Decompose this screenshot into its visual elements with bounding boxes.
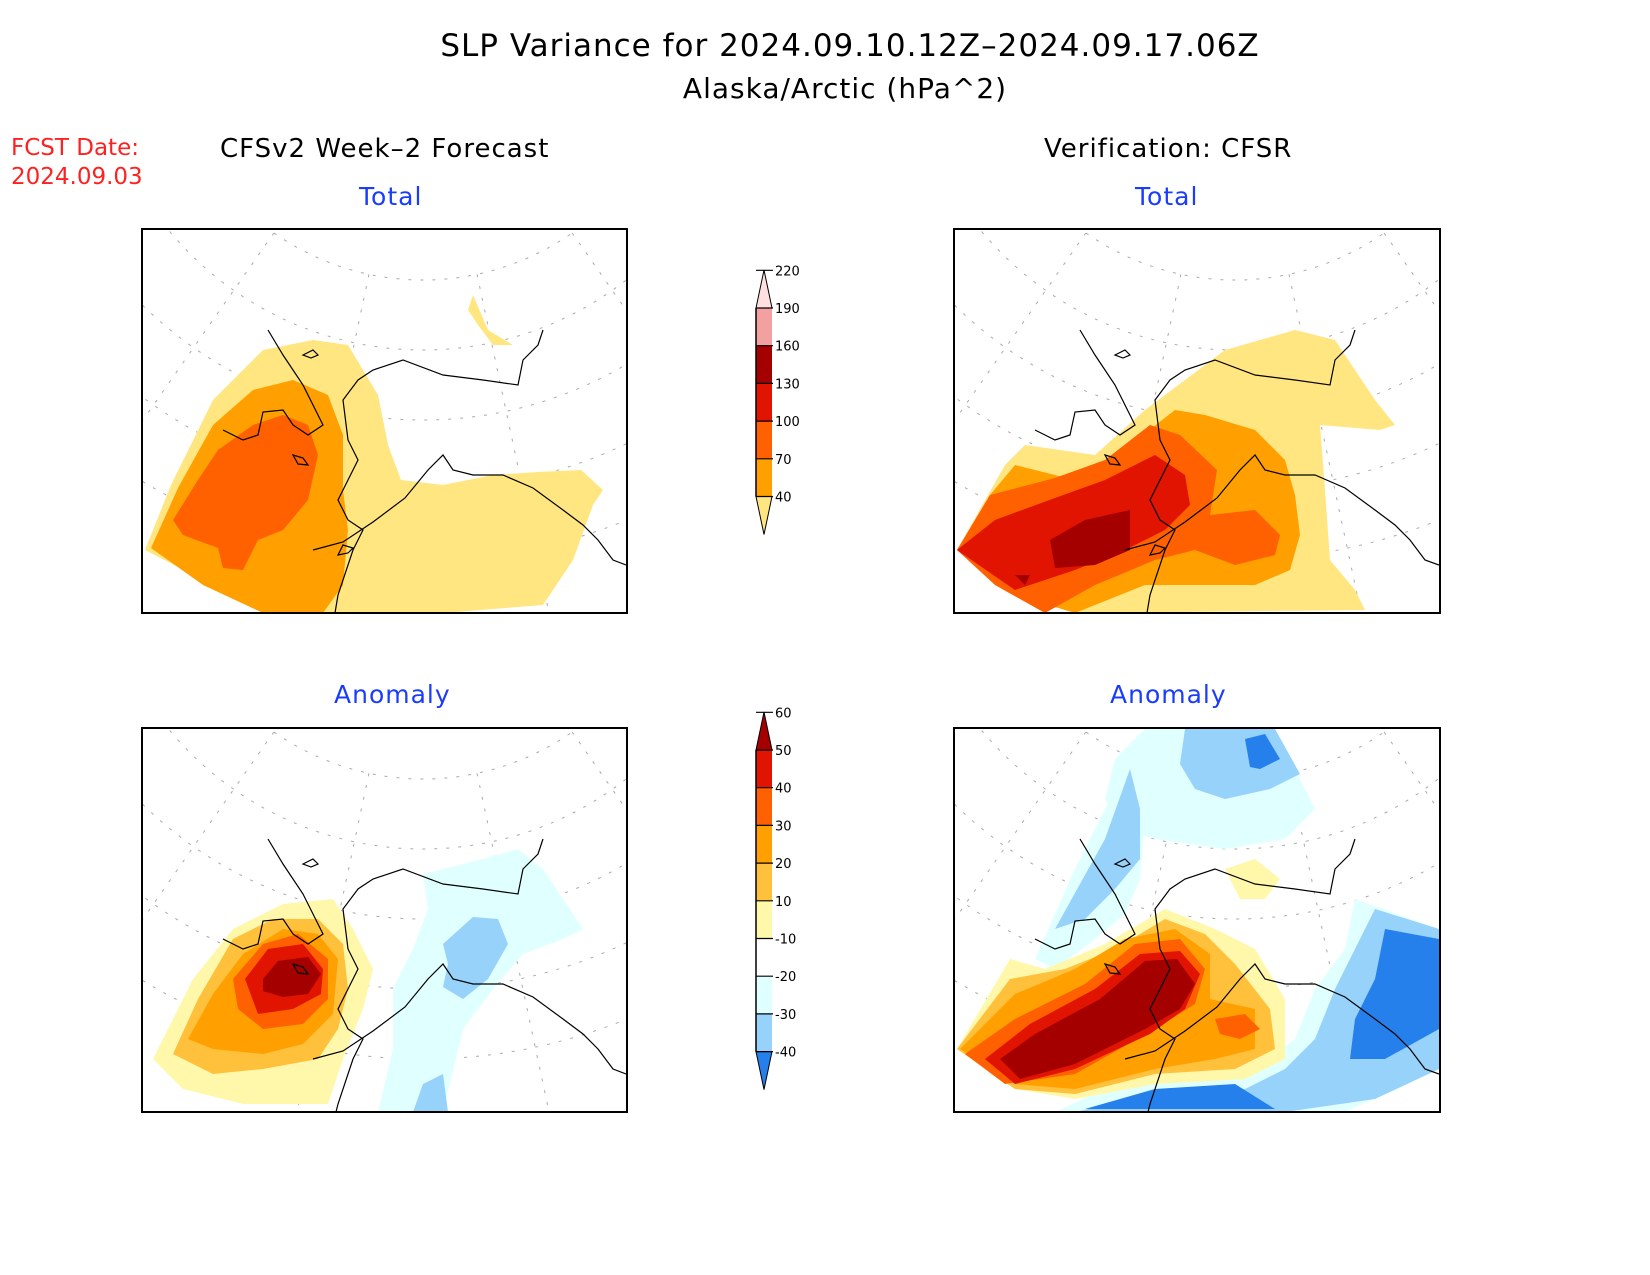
- longitude-line: [955, 729, 1010, 829]
- map-verification-anomaly: [953, 727, 1441, 1113]
- panel-title-forecast-total: Total: [359, 182, 423, 211]
- colorbar-segment: [756, 458, 772, 497]
- map-forecast-anomaly-svg: [143, 729, 626, 1111]
- colorbar-tick-label: 40: [775, 491, 792, 506]
- colorbar-tick-label: 100: [775, 415, 800, 430]
- contour-minus30-minus40-south: [1085, 1084, 1275, 1109]
- contour-10-20-north: [1225, 859, 1280, 899]
- colorbar-arrow-top: [755, 711, 773, 751]
- contour-minus20-minus30-b: [413, 1074, 448, 1111]
- colorbar-tick-label: 20: [775, 857, 792, 872]
- latitude-line: [979, 729, 1439, 850]
- latitude-line: [268, 230, 578, 281]
- latitude-line: [143, 304, 626, 421]
- map-verification-anomaly-svg: [955, 729, 1439, 1111]
- colorbar-segment: [756, 421, 772, 459]
- colorbar-arrow-bottom: [755, 1051, 773, 1090]
- colorbar-arrow-top: [755, 269, 773, 309]
- longitude-line: [143, 729, 198, 829]
- coastlines: [222, 329, 626, 612]
- colorbar-tick-label: 30: [775, 819, 792, 834]
- colorbar-tick-label: 70: [775, 453, 792, 468]
- colorbar-tick-label: 60: [775, 706, 792, 721]
- map-forecast-total: [141, 228, 628, 614]
- colorbar-segment: [756, 976, 772, 1014]
- latitude-line: [1080, 230, 1390, 281]
- colorbar-segment: [756, 863, 772, 901]
- contour-60plus: [1000, 959, 1195, 1079]
- latitude-line: [143, 895, 626, 990]
- contour-minus30-minus40-east: [1350, 929, 1439, 1059]
- colorbar-tick-label: 10: [775, 895, 792, 910]
- column-title-forecast: CFSv2 Week–2 Forecast: [220, 134, 550, 164]
- colorbar-arrow-bottom: [755, 496, 773, 535]
- latitude-line: [167, 729, 626, 850]
- contour-minus20-minus30-east: [1079, 909, 1439, 1111]
- latitude-line: [979, 230, 1439, 351]
- longitude-line: [143, 230, 198, 330]
- colorbar-segment: [756, 1013, 772, 1052]
- contour-100-130: [173, 415, 318, 570]
- map-verification-total: [953, 228, 1441, 614]
- column-title-verification: Verification: CFSR: [1044, 134, 1293, 164]
- chart-subtitle: Alaska/Arctic (hPa^2): [682, 72, 1008, 105]
- chart-title: SLP Variance for 2024.09.10.12Z–2024.09.…: [440, 28, 1260, 64]
- colorbar-tick-label: -40: [775, 1046, 796, 1061]
- longitude-line: [955, 230, 1010, 330]
- colorbar-tick-label: -30: [775, 1008, 796, 1023]
- latitude-line: [167, 230, 626, 351]
- colorbar-tick-label: -20: [775, 970, 796, 985]
- latitude-line: [268, 729, 578, 780]
- contour-40-50-small: [1215, 1014, 1260, 1039]
- contour-130-160: [957, 455, 1190, 590]
- contour-40-70-ne: [468, 295, 513, 345]
- coastlines: [1034, 329, 1439, 612]
- contour-160-190: [1050, 510, 1130, 568]
- colorbar-total: 40 70 100 130 160 190 220: [755, 264, 800, 535]
- forecast-date-value: 2024.09.03: [11, 164, 143, 190]
- map-verification-total-svg: [955, 230, 1439, 612]
- forecast-date-block: FCST Date: 2024.09.03: [11, 134, 143, 192]
- colorbar-anomaly: -40 -30 -20 -10 10 20 30 40 50 60: [755, 706, 796, 1090]
- panel-title-verification-anomaly: Anomaly: [1110, 680, 1227, 709]
- contour-minus20-minus30: [443, 917, 508, 999]
- colorbar-segment: [756, 900, 772, 939]
- colorbar-tick-label: -10: [775, 933, 796, 948]
- colorbar-segment: [756, 750, 772, 788]
- forecast-date-label: FCST Date:: [11, 135, 139, 161]
- colorbar-tick-label: 190: [775, 302, 800, 317]
- colorbar-segment: [756, 345, 772, 384]
- map-forecast-anomaly: [141, 727, 628, 1113]
- contour-minus30-minus40-north: [1245, 734, 1280, 769]
- coastlines: [222, 838, 626, 1111]
- colorbar-tick-label: 160: [775, 340, 800, 355]
- map-forecast-total-svg: [143, 230, 626, 612]
- longitude-line: [1383, 232, 1439, 313]
- contour-60plus: [263, 957, 321, 997]
- colorbar-tick-label: 40: [775, 782, 792, 797]
- colorbar-tick-label: 130: [775, 377, 800, 392]
- colorbar-segment: [756, 308, 772, 346]
- colorbar-segment: [756, 825, 772, 864]
- panel-title-verification-total: Total: [1135, 182, 1199, 211]
- colorbar-segment: [756, 938, 772, 977]
- contour-160-190-small: [1015, 575, 1030, 585]
- contour-minus20-minus30-west: [1055, 769, 1140, 929]
- panel-title-forecast-anomaly: Anomaly: [334, 680, 451, 709]
- longitude-line: [571, 731, 626, 810]
- colorbar-segment: [756, 787, 772, 826]
- colorbar-tick-label: 50: [775, 744, 792, 759]
- colorbar-tick-label: 220: [775, 264, 800, 279]
- colorbar-segment: [756, 383, 772, 422]
- coastlines: [1034, 838, 1439, 1111]
